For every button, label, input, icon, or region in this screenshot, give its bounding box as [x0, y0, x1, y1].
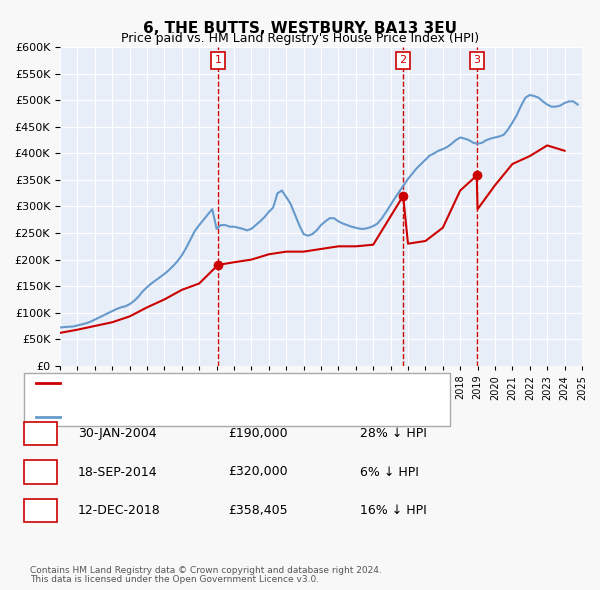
Text: 28% ↓ HPI: 28% ↓ HPI: [360, 427, 427, 440]
Text: £320,000: £320,000: [228, 466, 287, 478]
Text: Price paid vs. HM Land Registry's House Price Index (HPI): Price paid vs. HM Land Registry's House …: [121, 32, 479, 45]
Text: 18-SEP-2014: 18-SEP-2014: [78, 466, 158, 478]
Text: 12-DEC-2018: 12-DEC-2018: [78, 504, 161, 517]
Text: £358,405: £358,405: [228, 504, 287, 517]
Text: 6, THE BUTTS, WESTBURY, BA13 3EU: 6, THE BUTTS, WESTBURY, BA13 3EU: [143, 21, 457, 35]
Text: 1: 1: [214, 55, 221, 65]
Text: 3: 3: [36, 504, 44, 517]
Text: 6% ↓ HPI: 6% ↓ HPI: [360, 466, 419, 478]
Text: £190,000: £190,000: [228, 427, 287, 440]
Text: 6, THE BUTTS, WESTBURY, BA13 3EU (detached house): 6, THE BUTTS, WESTBURY, BA13 3EU (detach…: [66, 378, 374, 388]
Text: This data is licensed under the Open Government Licence v3.0.: This data is licensed under the Open Gov…: [30, 575, 319, 584]
Text: 1: 1: [36, 427, 44, 440]
Text: HPI: Average price, detached house, Wiltshire: HPI: Average price, detached house, Wilt…: [66, 412, 321, 421]
Text: 3: 3: [473, 55, 480, 65]
Text: 16% ↓ HPI: 16% ↓ HPI: [360, 504, 427, 517]
Text: Contains HM Land Registry data © Crown copyright and database right 2024.: Contains HM Land Registry data © Crown c…: [30, 566, 382, 575]
Text: 30-JAN-2004: 30-JAN-2004: [78, 427, 157, 440]
Text: 2: 2: [36, 466, 44, 478]
Text: 2: 2: [400, 55, 407, 65]
